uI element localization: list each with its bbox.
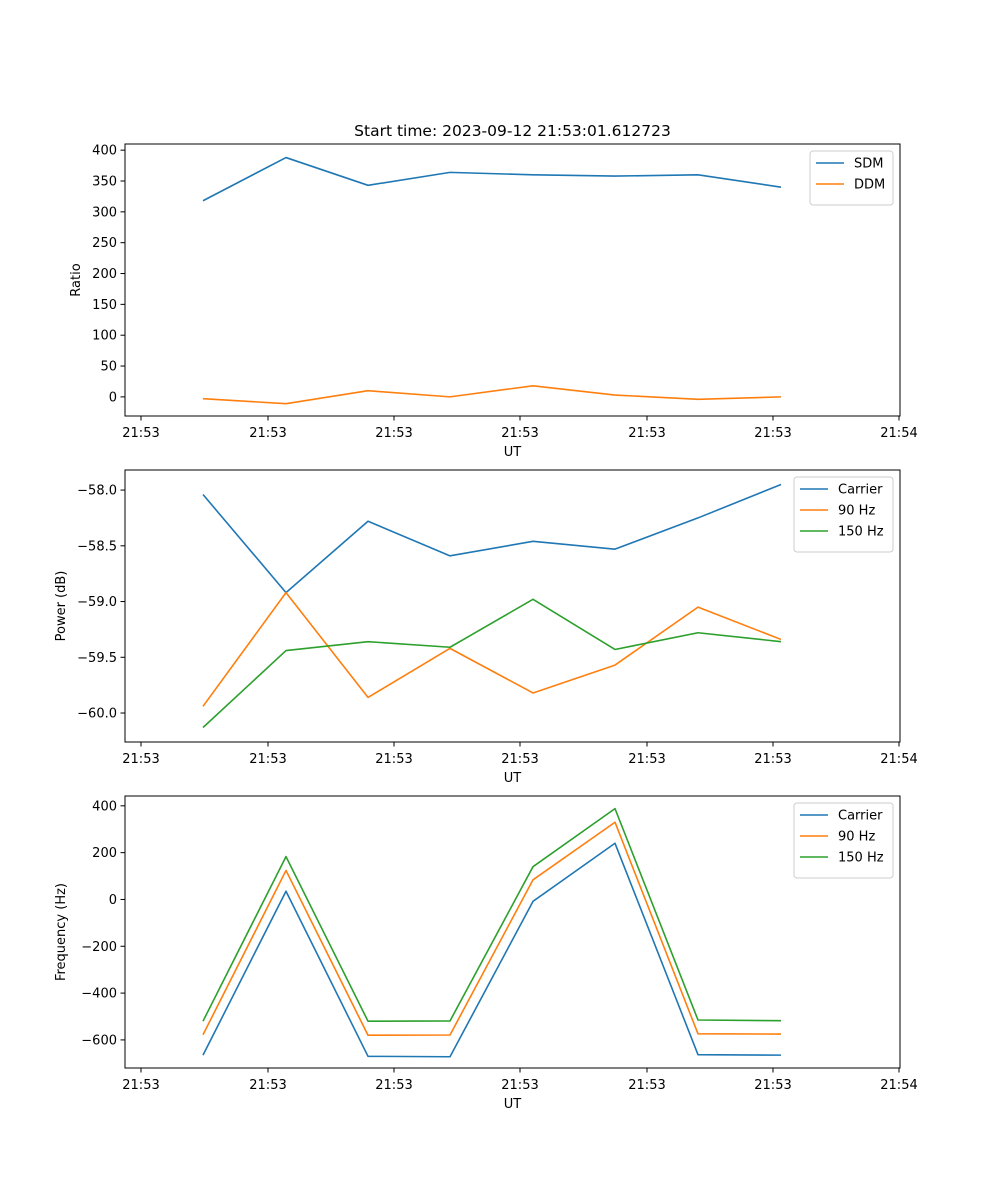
x-tick-label: 21:53 <box>754 426 791 441</box>
x-tick-label: 21:53 <box>501 1078 538 1093</box>
y-tick-label: 350 <box>92 175 117 190</box>
x-tick-label: 21:53 <box>628 752 665 767</box>
legend-box <box>793 802 894 879</box>
y-tick-label: −600 <box>81 1033 117 1048</box>
legend: SDM DDM <box>809 150 894 206</box>
series-line-150-hz <box>202 807 782 1022</box>
legend-box <box>793 476 894 553</box>
x-tick-label: 21:53 <box>375 752 412 767</box>
y-tick-label: 300 <box>92 205 117 220</box>
x-axis-label: UT <box>504 445 522 460</box>
legend-label: Carrier <box>838 483 883 498</box>
chart-panel-3: 21:53 21:53 21:53 21:53 21:53 21:53 21:54 400 20… <box>54 795 918 1112</box>
x-tick-label: 21:53 <box>628 1078 665 1093</box>
chart-title: Start time: 2023-09-12 21:53:01.612723 <box>354 122 671 140</box>
legend-label: 90 Hz <box>838 504 875 519</box>
x-tick-label: 21:54 <box>880 752 917 767</box>
y-tick-label: 50 <box>100 360 117 375</box>
x-tick-label: 21:53 <box>375 1078 412 1093</box>
plot-frame <box>124 469 901 743</box>
plot-frame <box>124 795 901 1069</box>
y-tick-label: −59.0 <box>77 595 117 610</box>
legend-label: DDM <box>854 178 885 193</box>
y-tick-label: 0 <box>109 390 117 405</box>
x-tick-label: 21:53 <box>122 1078 159 1093</box>
legend-label: SDM <box>854 157 883 172</box>
x-tick-label: 21:53 <box>249 752 286 767</box>
y-axis-label: Frequency (Hz) <box>54 883 69 981</box>
legend-label: 150 Hz <box>838 851 884 866</box>
y-tick-label: 0 <box>109 893 117 908</box>
y-tick-label: −200 <box>81 940 117 955</box>
x-axis-label: UT <box>504 1097 522 1112</box>
x-tick-label: 21:53 <box>249 1078 286 1093</box>
x-tick-label: 21:53 <box>122 752 159 767</box>
series-line-carrier <box>202 483 782 594</box>
y-tick-label: 100 <box>92 329 117 344</box>
legend-box <box>809 150 894 206</box>
series-line-ddm <box>202 384 782 405</box>
x-tick-label: 21:53 <box>628 426 665 441</box>
series-line-sdm <box>202 156 782 202</box>
x-tick-label: 21:53 <box>754 1078 791 1093</box>
x-tick-label: 21:53 <box>249 426 286 441</box>
x-tick-label: 21:54 <box>880 426 917 441</box>
plot-frame <box>124 143 901 417</box>
y-axis-label: Power (dB) <box>54 571 69 642</box>
y-tick-label: −58.5 <box>77 539 117 554</box>
y-tick-label: 150 <box>92 298 117 313</box>
y-tick-label: 400 <box>92 144 117 159</box>
series-line-150-hz <box>202 598 782 729</box>
y-tick-label: 400 <box>92 799 117 814</box>
legend-label: 150 Hz <box>838 525 884 540</box>
y-axis-label: Ratio <box>69 263 84 296</box>
y-tick-label: −400 <box>81 987 117 1002</box>
legend: Carrier 90 Hz 150 Hz <box>793 802 894 879</box>
y-tick-label: −58.0 <box>77 484 117 499</box>
series-line-carrier <box>202 842 782 1058</box>
y-tick-label: 200 <box>92 267 117 282</box>
chart-panel-2: 21:53 21:53 21:53 21:53 21:53 21:53 21:54 −58.0… <box>54 469 918 786</box>
y-tick-label: −59.5 <box>77 651 117 666</box>
chart-panel-1: 21:53 21:53 21:53 21:53 21:53 21:53 21:54 0 50 10… <box>69 143 918 460</box>
legend-label: 90 Hz <box>838 830 875 845</box>
x-tick-label: 21:53 <box>754 752 791 767</box>
series-line-90-hz <box>202 821 782 1037</box>
legend-label: Carrier <box>838 809 883 824</box>
y-tick-label: −60.0 <box>77 707 117 722</box>
x-tick-label: 21:54 <box>880 1078 917 1093</box>
x-tick-label: 21:53 <box>501 426 538 441</box>
series-line-90-hz <box>202 591 782 707</box>
x-tick-label: 21:53 <box>501 752 538 767</box>
x-tick-label: 21:53 <box>375 426 412 441</box>
y-tick-label: 250 <box>92 236 117 251</box>
x-axis-label: UT <box>504 771 522 786</box>
legend: Carrier 90 Hz 150 Hz <box>793 476 894 553</box>
x-tick-label: 21:53 <box>122 426 159 441</box>
y-tick-label: 200 <box>92 846 117 861</box>
